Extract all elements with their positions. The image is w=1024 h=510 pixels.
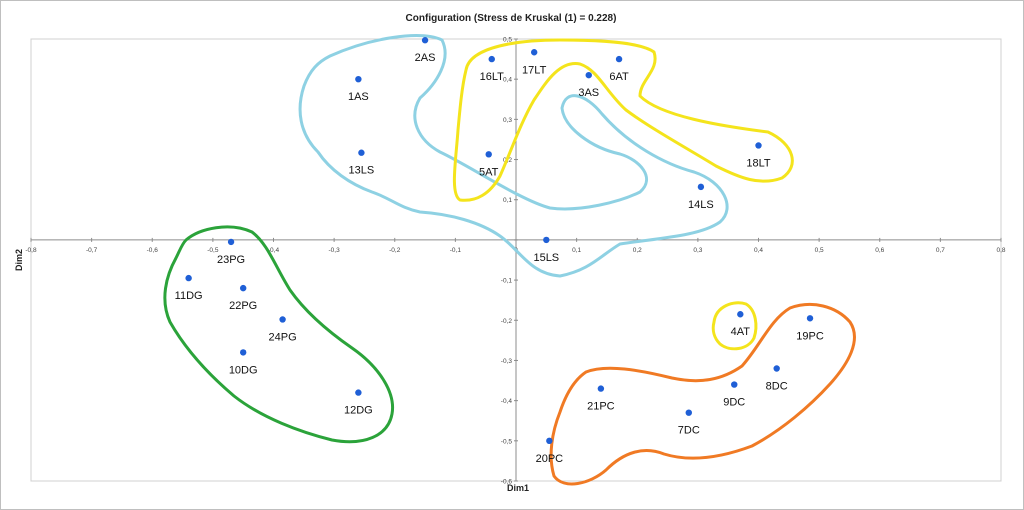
data-point-label: 22PG — [229, 300, 257, 312]
x-tick-label: -0,7 — [86, 247, 98, 254]
yellow-single-outline — [711, 301, 758, 351]
y-tick-label: 0,5 — [503, 37, 512, 44]
data-point — [530, 49, 538, 56]
data-point — [421, 37, 429, 44]
data-points: 1AS 2AS 3AS 13LS 5AT 16LT 17LT 6AT 18LT 14LS 15LS 2… — [175, 37, 824, 465]
data-point-label: 10DG — [229, 364, 258, 376]
group-outlines — [163, 34, 856, 486]
data-point-label: 11DG — [175, 290, 203, 302]
x-tick-label: -0,6 — [147, 247, 159, 254]
data-point-label: 14LS — [688, 199, 714, 211]
data-point-label: 19PC — [796, 330, 824, 342]
data-point — [685, 409, 692, 416]
chart-title: Configuration (Stress de Kruskal (1) = 0… — [406, 13, 617, 24]
y-tick-label: 0,1 — [503, 197, 512, 204]
x-tick-label: -0,8 — [25, 247, 37, 254]
data-point — [355, 389, 362, 396]
y-tick-label: -0,1 — [501, 278, 513, 285]
data-point — [279, 316, 286, 323]
data-point — [597, 385, 605, 392]
y-tick-label: -0,2 — [501, 318, 513, 325]
y-tick-label: -0,3 — [501, 358, 513, 365]
y-tick-label: -0,5 — [501, 438, 513, 445]
x-tick-label: 0,2 — [633, 247, 642, 254]
orange-group-outline — [549, 303, 856, 486]
data-point — [806, 315, 814, 322]
y-tick-label: 0,3 — [503, 117, 512, 124]
data-point-label: 7DC — [678, 425, 700, 437]
data-point — [543, 236, 550, 244]
data-point-label: 8DC — [766, 380, 788, 392]
data-point-label: 16LT — [480, 71, 505, 83]
data-point-label: 18LT — [746, 157, 771, 169]
yellow-group-outline — [452, 38, 794, 202]
data-point — [488, 55, 495, 63]
y-tick-label: -0,4 — [501, 398, 513, 405]
data-point — [737, 311, 744, 318]
x-tick-label: -0,5 — [207, 247, 219, 254]
x-tick-label: 0,7 — [936, 247, 945, 254]
x-tick-label: 0,3 — [693, 247, 702, 254]
data-point — [239, 284, 247, 292]
data-point — [239, 349, 247, 356]
data-point — [585, 71, 592, 79]
data-point — [355, 75, 362, 83]
data-point-label: 20PC — [536, 453, 564, 465]
data-point-label: 2AS — [415, 52, 436, 64]
x-tick-label: 0,6 — [875, 247, 884, 254]
y-axis-title: Dim2 — [14, 249, 24, 271]
x-tick-label: -0,4 — [268, 247, 280, 254]
data-point — [358, 149, 365, 156]
data-point — [773, 365, 780, 372]
data-point-label: 6AT — [609, 71, 629, 83]
data-point — [615, 55, 623, 63]
x-tick-label: -0,2 — [389, 247, 401, 254]
x-tick-label: 0,4 — [754, 247, 763, 254]
data-point — [485, 151, 492, 158]
data-point-label: 21PC — [587, 401, 615, 413]
y-tick-label: -0,6 — [501, 479, 513, 486]
data-point-label: 9DC — [723, 397, 745, 409]
tick-labels: -0,8 -0,7 -0,6 -0,5 -0,4 -0,3 -0,2 -0,1 0 0,1 0,2 0… — [25, 37, 1005, 486]
light-blue-group-outline — [298, 34, 729, 278]
data-point — [755, 142, 762, 149]
x-tick-label: 0,5 — [815, 247, 824, 254]
data-point — [731, 381, 738, 388]
data-point-label: 5AT — [479, 166, 499, 178]
x-tick-label: -0,1 — [450, 247, 462, 254]
data-point-label: 12DG — [344, 405, 373, 417]
x-axis-title: Dim1 — [507, 483, 529, 493]
data-point-label: 13LS — [349, 165, 375, 177]
y-tick-label: 0,4 — [503, 77, 512, 84]
data-point-label: 4AT — [731, 326, 751, 338]
data-point-label: 15LS — [533, 252, 559, 264]
x-tick-label: 0,1 — [572, 247, 581, 254]
data-point-label: 3AS — [578, 87, 599, 99]
data-point-label: 24PG — [269, 331, 297, 343]
data-point — [185, 274, 192, 282]
data-point-label: 17LT — [522, 64, 547, 76]
data-point-label: 1AS — [348, 91, 369, 103]
data-point — [697, 183, 705, 191]
green-group-outline — [163, 225, 395, 444]
x-tick-label: 0,8 — [996, 247, 1005, 254]
data-point — [227, 238, 235, 246]
data-point-label: 23PG — [217, 254, 245, 266]
x-tick-label: -0,3 — [329, 247, 341, 254]
data-point — [546, 437, 553, 445]
